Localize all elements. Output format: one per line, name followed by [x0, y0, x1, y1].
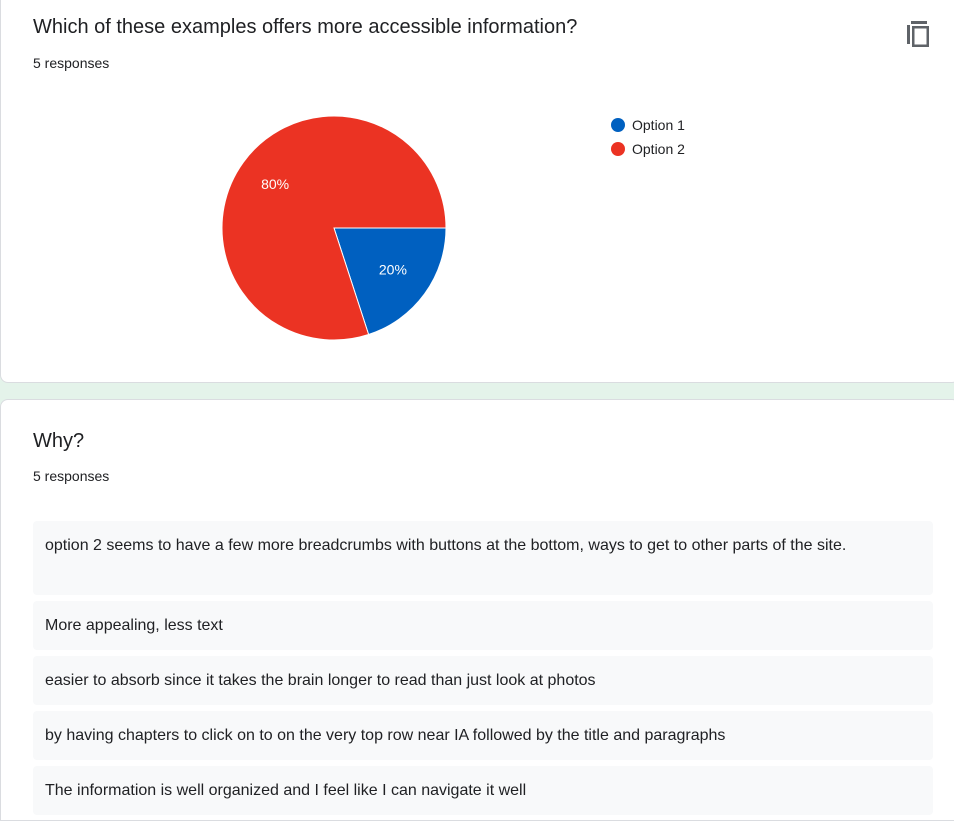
pie-slice-label: 20%	[379, 261, 407, 277]
question-title: Which of these examples offers more acce…	[33, 16, 578, 38]
response-count: 5 responses	[33, 55, 110, 71]
pie-chart: 20% 80%	[221, 115, 447, 341]
copy-icon	[907, 21, 929, 47]
legend-item-option-2[interactable]: Option 2	[611, 137, 685, 161]
response-item: option 2 seems to have a few more breadc…	[33, 521, 933, 595]
question-card-2: Why? 5 responses option 2 seems to have …	[0, 399, 954, 821]
response-item: The information is well organized and I …	[33, 766, 933, 815]
legend-item-option-1[interactable]: Option 1	[611, 113, 685, 137]
legend-label: Option 2	[632, 141, 685, 157]
response-item: by having chapters to click on to on the…	[33, 711, 933, 760]
question-title: Why?	[33, 430, 85, 452]
chart-legend: Option 1 Option 2	[611, 113, 685, 161]
copy-chart-button[interactable]	[899, 14, 935, 50]
response-count: 5 responses	[33, 468, 110, 484]
question-card-1: Which of these examples offers more acce…	[0, 0, 954, 383]
legend-swatch-option-1	[611, 118, 625, 132]
response-item: easier to absorb since it takes the brai…	[33, 656, 933, 705]
response-item: More appealing, less text	[33, 601, 933, 650]
pie-slice-option-1[interactable]	[333, 227, 447, 336]
legend-swatch-option-2	[611, 142, 625, 156]
pie-slice-option-2[interactable]	[221, 115, 447, 341]
pie-slice-label: 80%	[261, 176, 289, 192]
legend-label: Option 1	[632, 117, 685, 133]
